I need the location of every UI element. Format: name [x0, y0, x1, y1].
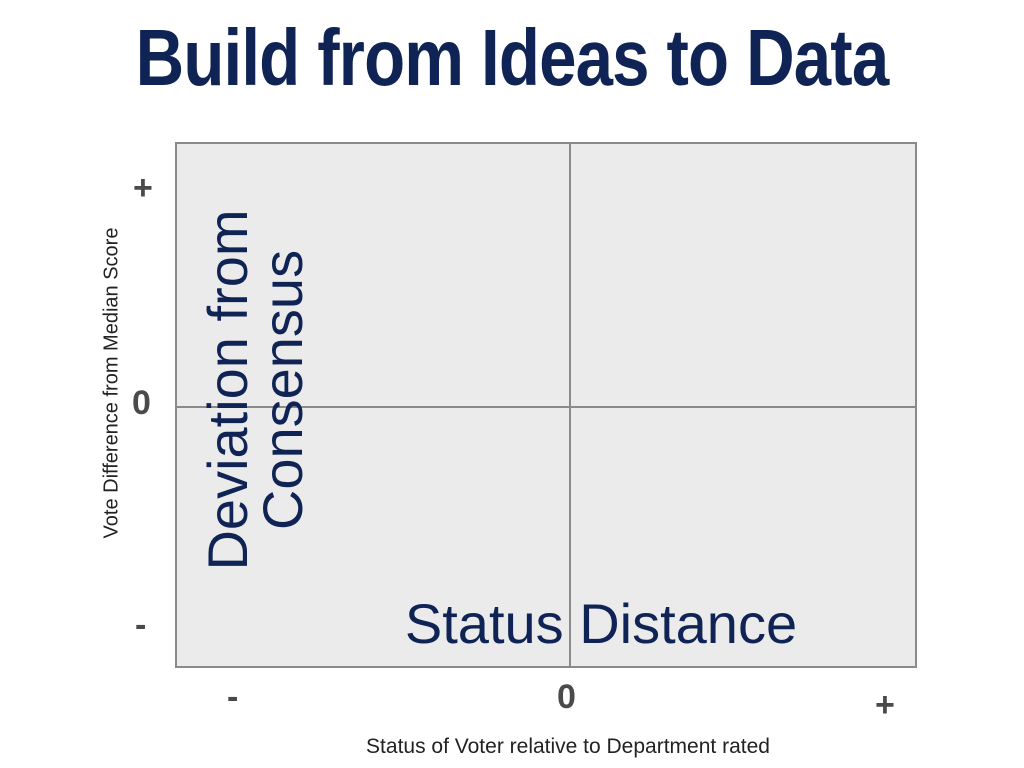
- y-axis-label: Vote Difference from Median Score: [100, 227, 123, 539]
- x-concept-label: Status Distance: [404, 592, 798, 655]
- y-tick-minus: -: [135, 606, 147, 644]
- x-tick-plus: +: [875, 686, 895, 724]
- y-tick-plus: +: [133, 169, 153, 207]
- y-tick-zero: 0: [132, 384, 151, 422]
- y-concept-line-2: Consensus: [251, 249, 314, 531]
- vertical-zero-line: [569, 144, 571, 666]
- x-tick-zero: 0: [557, 678, 576, 716]
- quadrant-plot-area: [175, 142, 917, 668]
- slide-title: Build from Ideas to Data: [135, 13, 890, 102]
- horizontal-zero-line: [177, 406, 915, 408]
- y-concept-line-1: Deviation from: [196, 209, 260, 571]
- x-axis-label: Status of Voter relative to Department r…: [366, 735, 770, 758]
- y-concept-label: Deviation from Consensus: [196, 209, 314, 571]
- x-tick-minus: -: [227, 678, 239, 716]
